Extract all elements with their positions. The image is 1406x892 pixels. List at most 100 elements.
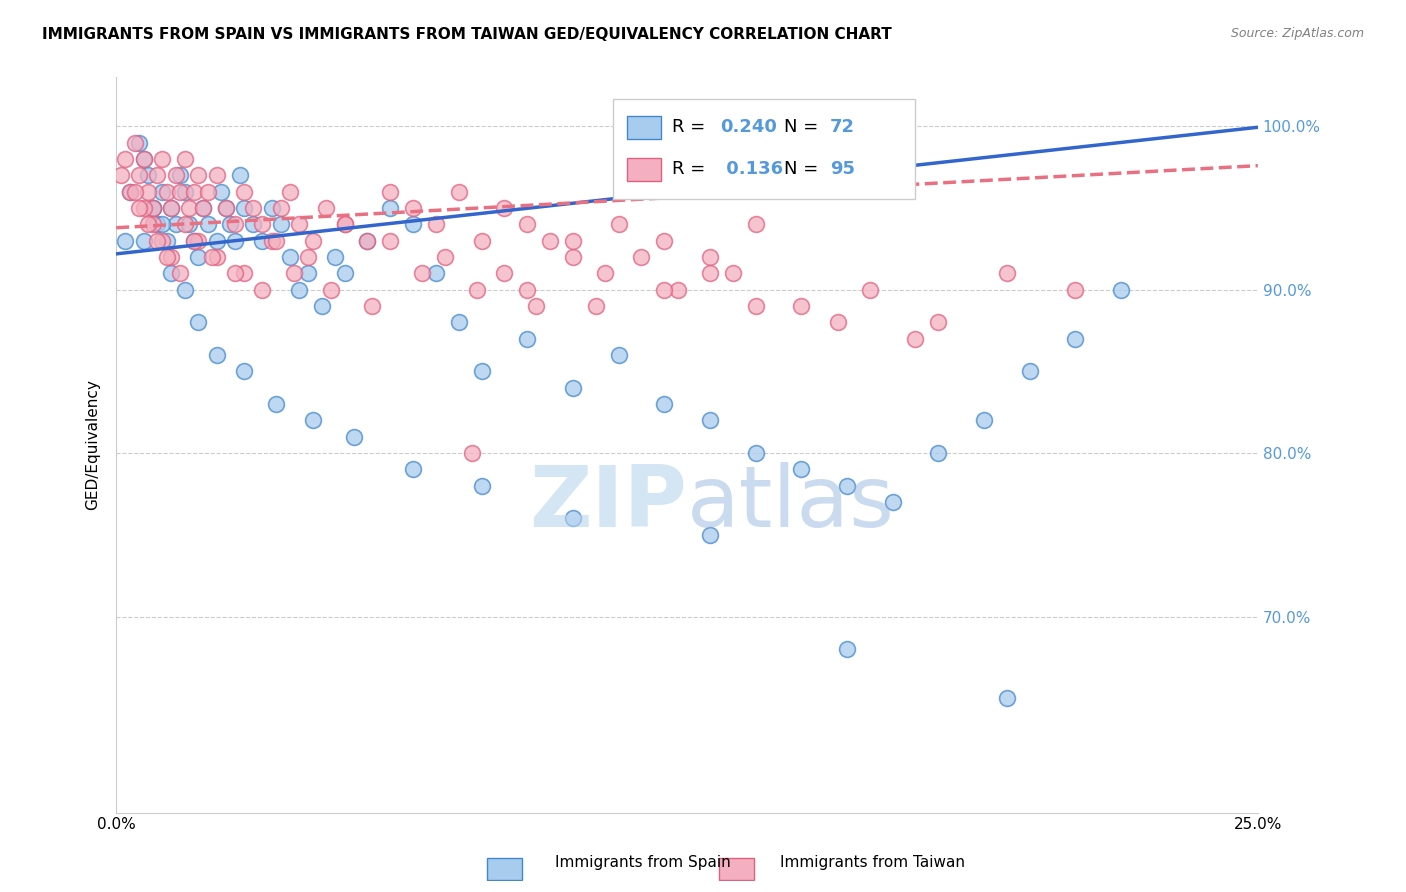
Point — [201, 250, 224, 264]
Point — [744, 446, 766, 460]
Text: 95: 95 — [830, 161, 855, 178]
Point — [516, 218, 538, 232]
Point — [173, 185, 195, 199]
Point — [142, 201, 165, 215]
Point — [146, 218, 169, 232]
Text: ZIP: ZIP — [529, 462, 688, 545]
Point — [516, 332, 538, 346]
Point — [652, 283, 675, 297]
Text: Immigrants from Spain: Immigrants from Spain — [555, 855, 731, 870]
Point — [146, 234, 169, 248]
Point — [183, 234, 205, 248]
Point — [169, 267, 191, 281]
Point — [114, 152, 136, 166]
Point — [160, 250, 183, 264]
Text: 0.240: 0.240 — [720, 119, 778, 136]
Point — [150, 152, 173, 166]
Point — [142, 201, 165, 215]
Point — [150, 218, 173, 232]
Point — [233, 364, 256, 378]
Point — [516, 283, 538, 297]
Point — [187, 316, 209, 330]
Point — [561, 381, 583, 395]
Point — [136, 169, 159, 183]
Point — [150, 185, 173, 199]
Point — [301, 413, 323, 427]
Point — [699, 528, 721, 542]
Point — [183, 234, 205, 248]
Point — [124, 136, 146, 150]
Point — [402, 218, 425, 232]
Point — [297, 267, 319, 281]
Point — [165, 218, 187, 232]
Point — [155, 234, 177, 248]
Point — [197, 185, 219, 199]
Point — [790, 299, 813, 313]
Point — [132, 152, 155, 166]
Point — [471, 364, 494, 378]
Point — [114, 234, 136, 248]
Point — [270, 201, 292, 215]
Point — [434, 250, 457, 264]
Point — [205, 348, 228, 362]
Point — [494, 267, 516, 281]
Point — [835, 479, 858, 493]
Point — [224, 218, 246, 232]
Point — [205, 234, 228, 248]
Point — [124, 185, 146, 199]
Point — [1018, 364, 1040, 378]
Point — [242, 201, 264, 215]
Y-axis label: GED/Equivalency: GED/Equivalency — [86, 380, 100, 510]
Point — [333, 218, 356, 232]
Point — [447, 185, 470, 199]
Point — [425, 267, 447, 281]
Point — [356, 234, 378, 248]
Point — [142, 201, 165, 215]
Point — [233, 185, 256, 199]
Point — [191, 201, 214, 215]
Point — [260, 201, 283, 215]
Point — [209, 185, 232, 199]
Point — [699, 413, 721, 427]
Point — [402, 462, 425, 476]
Point — [219, 218, 242, 232]
Point — [607, 218, 630, 232]
Point — [132, 152, 155, 166]
Point — [233, 267, 256, 281]
Point — [160, 267, 183, 281]
Point — [242, 218, 264, 232]
Point — [699, 267, 721, 281]
Point — [744, 299, 766, 313]
Point — [150, 234, 173, 248]
Point — [146, 169, 169, 183]
Point — [118, 185, 141, 199]
Point — [136, 185, 159, 199]
Point — [215, 201, 238, 215]
Point — [630, 250, 652, 264]
Point — [288, 283, 311, 297]
Point — [380, 185, 402, 199]
Point — [205, 250, 228, 264]
Point — [136, 218, 159, 232]
Point — [380, 201, 402, 215]
Point — [264, 234, 287, 248]
Point — [228, 169, 250, 183]
Point — [224, 267, 246, 281]
Point — [110, 169, 132, 183]
Point — [561, 511, 583, 525]
Point — [183, 185, 205, 199]
Point — [205, 169, 228, 183]
Point — [561, 250, 583, 264]
Point — [297, 250, 319, 264]
Point — [402, 201, 425, 215]
Text: IMMIGRANTS FROM SPAIN VS IMMIGRANTS FROM TAIWAN GED/EQUIVALENCY CORRELATION CHAR: IMMIGRANTS FROM SPAIN VS IMMIGRANTS FROM… — [42, 27, 891, 42]
Point — [224, 234, 246, 248]
Point — [278, 250, 301, 264]
Point — [666, 283, 689, 297]
Point — [343, 430, 366, 444]
Point — [361, 299, 384, 313]
Point — [465, 283, 488, 297]
Point — [278, 185, 301, 199]
Point — [882, 495, 904, 509]
Point — [132, 201, 155, 215]
